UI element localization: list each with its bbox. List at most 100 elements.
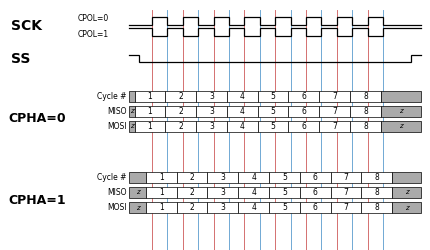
Bar: [350, 91, 381, 102]
Bar: [196, 121, 227, 132]
Text: 1: 1: [159, 173, 164, 182]
Text: z: z: [130, 108, 134, 114]
Bar: [269, 202, 300, 213]
Text: 1: 1: [147, 107, 152, 116]
Text: 5: 5: [270, 122, 276, 131]
Bar: [381, 121, 421, 132]
Bar: [208, 202, 238, 213]
Text: 6: 6: [301, 122, 306, 131]
Text: CPHA=1: CPHA=1: [9, 194, 66, 206]
Bar: [196, 91, 227, 102]
Bar: [129, 106, 135, 117]
Text: 5: 5: [270, 107, 276, 116]
Text: 3: 3: [209, 122, 214, 131]
Bar: [165, 91, 196, 102]
Text: CPHA=0: CPHA=0: [9, 112, 66, 125]
Text: z: z: [405, 204, 408, 210]
Text: 6: 6: [313, 203, 318, 212]
Bar: [319, 121, 350, 132]
Bar: [129, 172, 146, 183]
Text: SCK: SCK: [11, 19, 42, 33]
Bar: [331, 202, 361, 213]
Text: 1: 1: [147, 92, 152, 101]
Text: 7: 7: [332, 122, 337, 131]
Bar: [289, 121, 319, 132]
Bar: [196, 106, 227, 117]
Text: 4: 4: [240, 107, 245, 116]
Bar: [129, 187, 146, 198]
Text: 2: 2: [178, 92, 183, 101]
Text: 2: 2: [190, 203, 194, 212]
Text: 1: 1: [159, 188, 164, 197]
Text: z: z: [405, 190, 408, 196]
Text: MISO: MISO: [108, 107, 127, 116]
Text: MOSI: MOSI: [108, 122, 127, 131]
Bar: [135, 106, 165, 117]
Text: z: z: [130, 123, 134, 129]
Text: z: z: [135, 204, 139, 210]
Text: MISO: MISO: [108, 188, 127, 197]
Bar: [361, 172, 392, 183]
Bar: [258, 121, 289, 132]
Text: 8: 8: [375, 203, 379, 212]
Bar: [146, 172, 177, 183]
Text: 5: 5: [282, 188, 287, 197]
Text: z: z: [399, 123, 403, 129]
Text: 4: 4: [240, 122, 245, 131]
Text: Cycle #: Cycle #: [97, 173, 127, 182]
Text: 2: 2: [190, 173, 194, 182]
Bar: [319, 91, 350, 102]
Bar: [238, 172, 269, 183]
Text: 4: 4: [251, 173, 256, 182]
Text: 4: 4: [251, 188, 256, 197]
Text: CPOL=1: CPOL=1: [77, 30, 108, 39]
Bar: [300, 172, 331, 183]
Bar: [227, 121, 258, 132]
Text: 7: 7: [332, 107, 337, 116]
Text: 5: 5: [282, 203, 287, 212]
Bar: [129, 121, 135, 132]
Bar: [227, 106, 258, 117]
Bar: [208, 187, 238, 198]
Text: 3: 3: [221, 173, 225, 182]
Bar: [208, 172, 238, 183]
Bar: [269, 187, 300, 198]
Text: 3: 3: [221, 188, 225, 197]
Bar: [258, 91, 289, 102]
Bar: [135, 91, 165, 102]
Text: 4: 4: [240, 92, 245, 101]
Text: 3: 3: [209, 107, 214, 116]
Text: z: z: [399, 108, 403, 114]
Bar: [289, 91, 319, 102]
Text: 3: 3: [221, 203, 225, 212]
Bar: [319, 106, 350, 117]
Bar: [361, 202, 392, 213]
Text: 1: 1: [147, 122, 152, 131]
Text: 8: 8: [363, 122, 368, 131]
Bar: [331, 172, 361, 183]
Text: 5: 5: [270, 92, 276, 101]
Text: 7: 7: [344, 173, 348, 182]
Bar: [238, 202, 269, 213]
Bar: [392, 187, 421, 198]
Text: 7: 7: [332, 92, 337, 101]
Text: 6: 6: [301, 92, 306, 101]
Bar: [238, 187, 269, 198]
Bar: [350, 121, 381, 132]
Text: 3: 3: [209, 92, 214, 101]
Bar: [258, 106, 289, 117]
Bar: [165, 121, 196, 132]
Text: 7: 7: [344, 203, 348, 212]
Text: 6: 6: [301, 107, 306, 116]
Bar: [177, 202, 208, 213]
Text: 4: 4: [251, 203, 256, 212]
Bar: [177, 187, 208, 198]
Text: 2: 2: [178, 107, 183, 116]
Text: 5: 5: [282, 173, 287, 182]
Bar: [289, 106, 319, 117]
Bar: [165, 106, 196, 117]
Text: 6: 6: [313, 173, 318, 182]
Bar: [392, 202, 421, 213]
Text: 2: 2: [190, 188, 194, 197]
Bar: [381, 106, 421, 117]
